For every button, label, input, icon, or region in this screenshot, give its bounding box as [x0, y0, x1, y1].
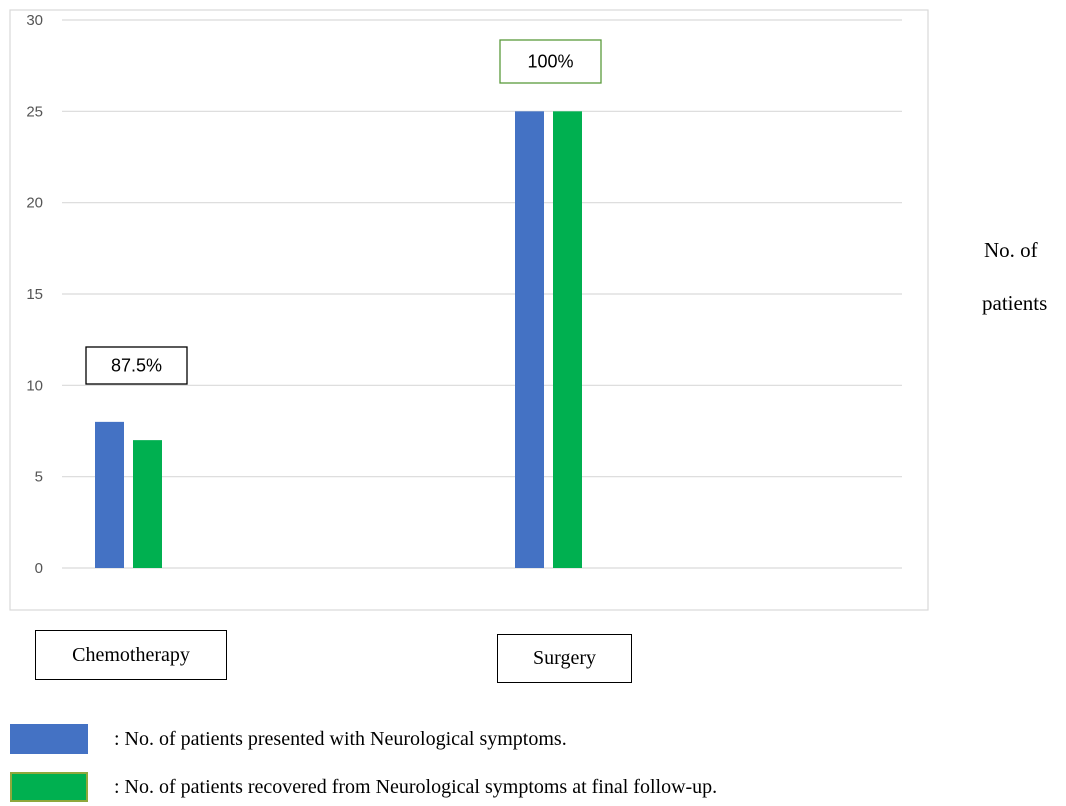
y-axis-ticks: 0 5 10 15 20 25 30	[26, 12, 43, 577]
legend-item-presented: : No. of patients presented with Neurolo…	[10, 724, 567, 754]
bars	[95, 111, 582, 568]
y-tick-label: 15	[26, 286, 43, 303]
y-tick-label: 30	[26, 12, 43, 29]
annotation-text-0: 87.5%	[111, 356, 162, 376]
y-tick-label: 0	[35, 560, 43, 577]
y-tick-label: 25	[26, 103, 43, 120]
bar-surgery-series-1	[553, 111, 582, 568]
gridlines	[62, 19, 902, 569]
y-tick-label: 10	[26, 377, 43, 394]
annotation-box-1	[499, 39, 602, 84]
bar-surgery-series-0	[515, 111, 544, 568]
percentage-annotations: 87.5% 100%	[85, 39, 602, 385]
y-axis-label-line1: No. of	[984, 238, 1038, 262]
annotation-text-1: 100%	[527, 52, 573, 72]
y-tick-label: 20	[26, 195, 43, 212]
legend-label-presented: : No. of patients presented with Neurolo…	[114, 727, 567, 750]
plot-frame	[9, 9, 929, 611]
annotation-box-0	[85, 346, 188, 385]
y-axis-label-line2: patients	[982, 291, 1048, 315]
category-label-chemotherapy: Chemotherapy	[35, 630, 227, 680]
legend-item-recovered: : No. of patients recovered from Neurolo…	[10, 772, 717, 802]
legend-swatch-green	[10, 772, 88, 802]
legend-label-recovered: : No. of patients recovered from Neurolo…	[114, 775, 718, 798]
legend-swatch-blue	[10, 724, 88, 754]
bar-chemotherapy-series-1	[133, 440, 162, 568]
bar-chemotherapy-series-0	[95, 421, 124, 568]
y-tick-label: 5	[35, 469, 43, 486]
category-label-surgery: Surgery	[497, 634, 632, 683]
